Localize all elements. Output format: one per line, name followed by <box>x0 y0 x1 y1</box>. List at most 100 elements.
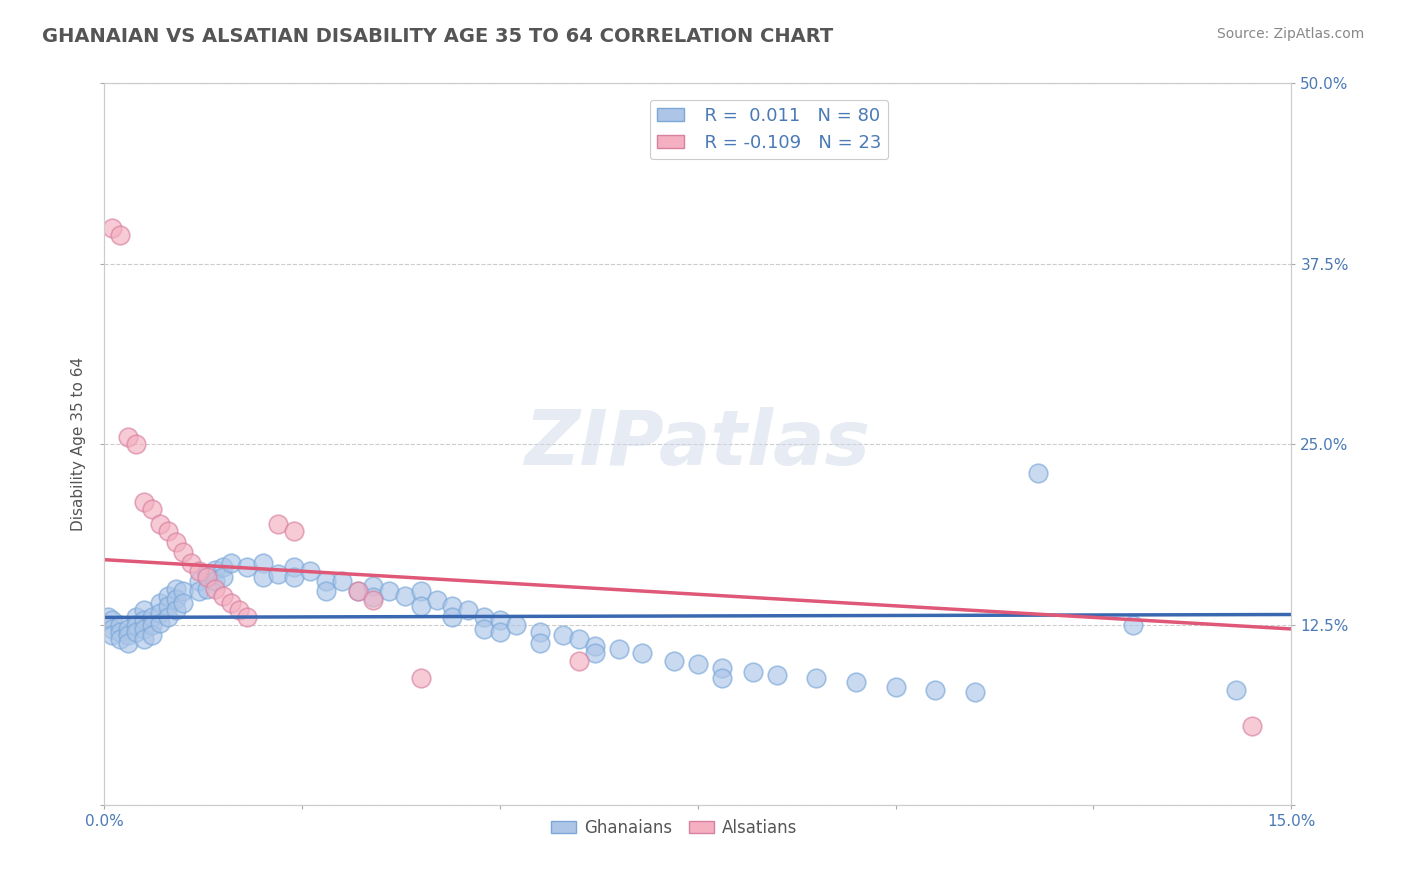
Point <box>252 556 274 570</box>
Point <box>806 671 828 685</box>
Point <box>252 570 274 584</box>
Point <box>101 622 124 636</box>
Point <box>315 574 337 589</box>
Point <box>117 430 139 444</box>
Point <box>330 574 353 589</box>
Point <box>583 647 606 661</box>
Point <box>101 220 124 235</box>
Point <box>1225 682 1247 697</box>
Point <box>132 495 155 509</box>
Point <box>299 564 322 578</box>
Point <box>141 628 163 642</box>
Point <box>141 617 163 632</box>
Point <box>212 570 235 584</box>
Point <box>117 622 139 636</box>
Point <box>132 622 155 636</box>
Point <box>149 516 172 531</box>
Text: GHANAIAN VS ALSATIAN DISABILITY AGE 35 TO 64 CORRELATION CHART: GHANAIAN VS ALSATIAN DISABILITY AGE 35 T… <box>42 27 834 45</box>
Point <box>165 582 187 596</box>
Point <box>188 574 211 589</box>
Point <box>346 584 368 599</box>
Point <box>1026 466 1049 480</box>
Point <box>283 524 305 538</box>
Point <box>315 584 337 599</box>
Point <box>219 556 242 570</box>
Point <box>172 584 194 599</box>
Point <box>363 593 385 607</box>
Point <box>426 593 449 607</box>
Point <box>1122 617 1144 632</box>
Point <box>125 610 148 624</box>
Point <box>180 556 202 570</box>
Point <box>156 610 179 624</box>
Point <box>845 675 868 690</box>
Point <box>165 591 187 606</box>
Point <box>188 584 211 599</box>
Point <box>568 632 591 646</box>
Point <box>97 610 120 624</box>
Point <box>125 617 148 632</box>
Point <box>212 589 235 603</box>
Point <box>409 671 432 685</box>
Point <box>172 596 194 610</box>
Point <box>568 654 591 668</box>
Point <box>766 668 789 682</box>
Point <box>149 616 172 631</box>
Point <box>505 617 527 632</box>
Point <box>710 671 733 685</box>
Point <box>378 584 401 599</box>
Point <box>204 582 226 596</box>
Point <box>267 567 290 582</box>
Point <box>212 560 235 574</box>
Point <box>117 628 139 642</box>
Point <box>742 665 765 680</box>
Point <box>363 579 385 593</box>
Point <box>884 680 907 694</box>
Point <box>963 685 986 699</box>
Point <box>172 545 194 559</box>
Point <box>441 610 464 624</box>
Point <box>686 657 709 671</box>
Point <box>125 624 148 639</box>
Point <box>553 628 575 642</box>
Point <box>662 654 685 668</box>
Point <box>117 636 139 650</box>
Point <box>132 613 155 627</box>
Point <box>472 610 495 624</box>
Point <box>195 570 218 584</box>
Point <box>394 589 416 603</box>
Point <box>235 610 257 624</box>
Point <box>165 603 187 617</box>
Text: ZIPatlas: ZIPatlas <box>524 408 870 481</box>
Point <box>188 564 211 578</box>
Point <box>108 632 131 646</box>
Point <box>195 582 218 596</box>
Point <box>149 596 172 610</box>
Point <box>156 524 179 538</box>
Point <box>156 599 179 613</box>
Point <box>631 647 654 661</box>
Point <box>924 682 946 697</box>
Point <box>441 599 464 613</box>
Point <box>607 642 630 657</box>
Point <box>235 560 257 574</box>
Point <box>141 502 163 516</box>
Point <box>489 624 512 639</box>
Point <box>165 535 187 549</box>
Point <box>457 603 479 617</box>
Point <box>149 606 172 620</box>
Point <box>583 640 606 654</box>
Point <box>346 584 368 599</box>
Point <box>1240 718 1263 732</box>
Point <box>283 560 305 574</box>
Legend: Ghanaians, Alsatians: Ghanaians, Alsatians <box>544 813 804 844</box>
Point <box>472 622 495 636</box>
Y-axis label: Disability Age 35 to 64: Disability Age 35 to 64 <box>72 357 86 532</box>
Point <box>219 596 242 610</box>
Point <box>108 617 131 632</box>
Point <box>108 227 131 242</box>
Point <box>363 591 385 605</box>
Point <box>101 628 124 642</box>
Point <box>195 567 218 582</box>
Point <box>409 599 432 613</box>
